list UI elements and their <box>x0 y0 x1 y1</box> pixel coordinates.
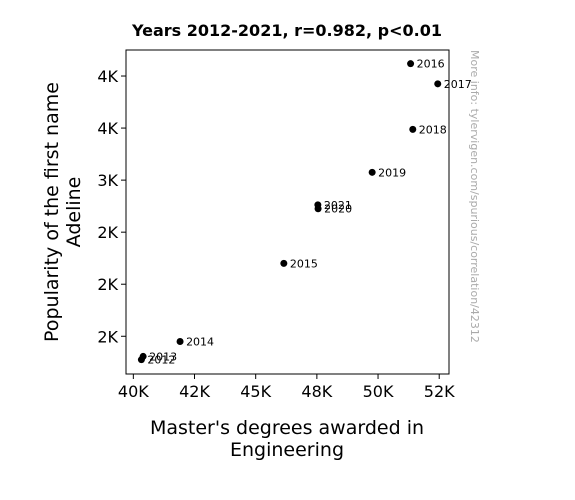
point-label-2020: 2020 <box>324 203 352 216</box>
y-tick-label: 2K <box>97 223 118 242</box>
data-point-2019 <box>368 168 376 176</box>
data-point-2015 <box>280 259 288 267</box>
y-tick-label: 4K <box>97 119 118 138</box>
chart-title: Years 2012-2021, r=0.982, p<0.01 <box>131 21 442 40</box>
point-label-2016: 2016 <box>417 58 445 71</box>
y-tick-label: 2K <box>97 327 118 346</box>
data-point-2017 <box>434 80 442 88</box>
x-axis-label-line-1: Master's degrees awarded in <box>150 417 424 439</box>
plot-area <box>125 49 450 375</box>
y-tick-label: 3K <box>97 171 118 190</box>
data-point-2016 <box>407 60 415 68</box>
x-tick-label: 52K <box>424 382 455 401</box>
data-point-2018 <box>409 125 417 133</box>
point-label-2012: 2012 <box>147 354 175 367</box>
point-label-2017: 2017 <box>444 78 472 91</box>
point-label-2014: 2014 <box>186 335 214 348</box>
data-point-2014 <box>176 337 184 345</box>
point-label-2018: 2018 <box>419 123 447 136</box>
x-axis-label-line-2: Engineering <box>230 439 344 461</box>
y-axis-label-line-2: Adeline <box>63 177 85 248</box>
data-point-2021 <box>314 201 322 209</box>
point-label-2019: 2019 <box>378 166 406 179</box>
point-label-2013: 2013 <box>149 350 177 363</box>
watermark: More info: tylervigen.com/spurious/corre… <box>468 50 481 343</box>
y-axis: 2K 2K 2K 3K 4K 4K <box>97 67 126 346</box>
y-tick-label: 2K <box>97 275 118 294</box>
x-tick-label: 42K <box>179 382 210 401</box>
y-tick-label: 4K <box>97 67 118 86</box>
x-tick-label: 50K <box>363 382 394 401</box>
x-axis: 40K 42K 45K 48K 50K 52K <box>118 374 455 401</box>
y-axis-label-line-1: Popularity of the first name <box>41 82 63 342</box>
point-label-2021: 2021 <box>324 199 352 212</box>
x-tick-label: 40K <box>118 382 149 401</box>
x-tick-label: 48K <box>301 382 332 401</box>
data-point-2013 <box>139 352 147 360</box>
x-tick-label: 45K <box>240 382 271 401</box>
point-label-2015: 2015 <box>290 257 318 270</box>
